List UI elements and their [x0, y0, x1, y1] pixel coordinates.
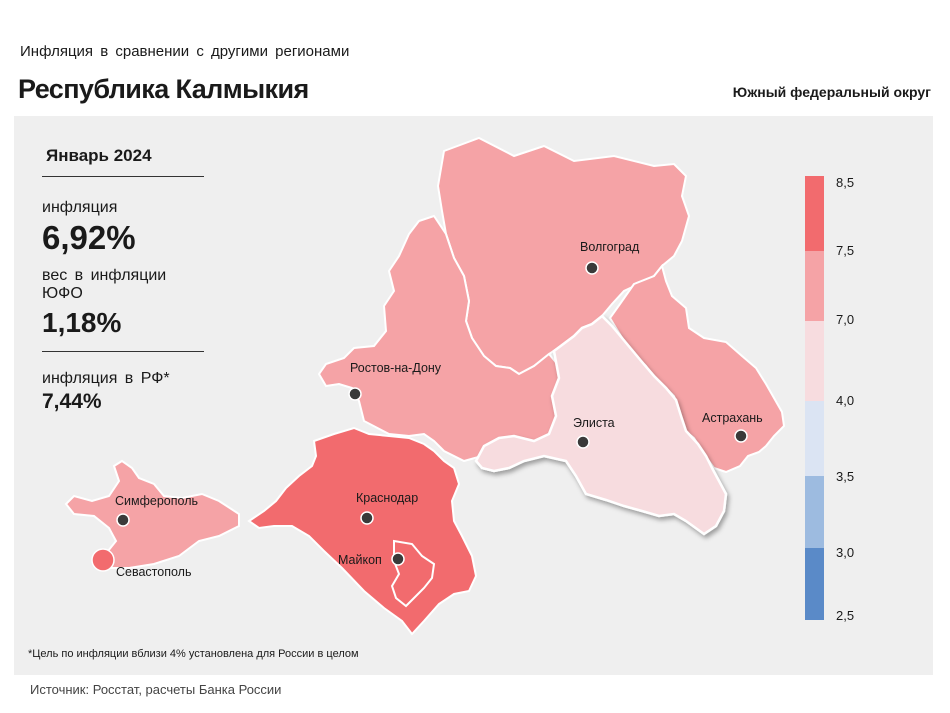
stats-block: Январь 2024 инфляция 6,92% вес в инфляци…: [42, 146, 212, 414]
city-marker-maikop[interactable]: [391, 552, 405, 566]
city-label-maikop: Майкоп: [338, 553, 382, 567]
city-marker-astrakhan[interactable]: [734, 429, 748, 443]
district-name: Южный федеральный округ: [732, 84, 931, 100]
city-label-astrakhan: Астрахань: [702, 411, 763, 425]
rf-inflation-value: 7,44%: [42, 390, 102, 413]
region-crimea[interactable]: [64, 459, 240, 569]
city-marker-rostov[interactable]: [348, 387, 362, 401]
legend-tick: 3,5: [836, 469, 854, 484]
region-sevastopol[interactable]: [91, 548, 115, 572]
legend-tick: 3,0: [836, 545, 854, 560]
legend-band-5: [805, 476, 824, 548]
city-marker-elista[interactable]: [576, 435, 590, 449]
period-label: Январь 2024: [46, 146, 152, 165]
legend-tick: 7,0: [836, 312, 854, 327]
city-marker-krasnodar[interactable]: [360, 511, 374, 525]
city-label-sevastopol: Севастополь: [116, 565, 191, 579]
inflation-value: 6,92%: [42, 219, 136, 256]
legend-band-6: [805, 548, 824, 620]
legend-band-1: [805, 176, 824, 251]
city-label-elista: Элиста: [573, 416, 615, 430]
weight-value: 1,18%: [42, 307, 122, 338]
divider: [42, 176, 204, 177]
city-marker-volgograd[interactable]: [585, 261, 599, 275]
region-krasnodar[interactable]: [247, 426, 478, 636]
region-kalmykia[interactable]: [474, 314, 728, 536]
weight-label: вес в инфляции ЮФО: [42, 267, 167, 302]
map-panel: Волгоград Ростов-на-Дону Элиста Астрахан…: [14, 116, 933, 675]
legend-band-3: [805, 321, 824, 401]
divider: [42, 351, 204, 352]
footnote: *Цель по инфляции вблизи 4% установлена …: [28, 648, 359, 660]
city-label-volgograd: Волгоград: [580, 240, 640, 254]
legend-tick: 7,5: [836, 243, 854, 258]
legend-band-2: [805, 251, 824, 321]
inflation-label: инфляция: [42, 199, 118, 216]
chart-subtitle: Инфляция в сравнении с другими регионами: [20, 43, 350, 60]
city-marker-simferopol[interactable]: [116, 513, 130, 527]
region-map: Волгоград Ростов-на-Дону Элиста Астрахан…: [64, 136, 854, 636]
rf-inflation-label: инфляция в РФ*: [42, 370, 170, 387]
color-legend: 8,5 7,5 7,0 4,0 3,5 3,0 2,5: [805, 175, 854, 623]
region-rostov[interactable]: [317, 214, 564, 463]
page-title: Республика Калмыкия: [18, 74, 309, 104]
source-note: Источник: Росстат, расчеты Банка России: [30, 682, 282, 697]
city-label-krasnodar: Краснодар: [356, 491, 418, 505]
legend-tick: 2,5: [836, 608, 854, 623]
city-label-simferopol: Симферополь: [115, 494, 198, 508]
legend-tick: 4,0: [836, 393, 854, 408]
legend-tick: 8,5: [836, 175, 854, 190]
city-label-rostov: Ростов-на-Дону: [350, 361, 442, 375]
legend-band-4: [805, 401, 824, 476]
